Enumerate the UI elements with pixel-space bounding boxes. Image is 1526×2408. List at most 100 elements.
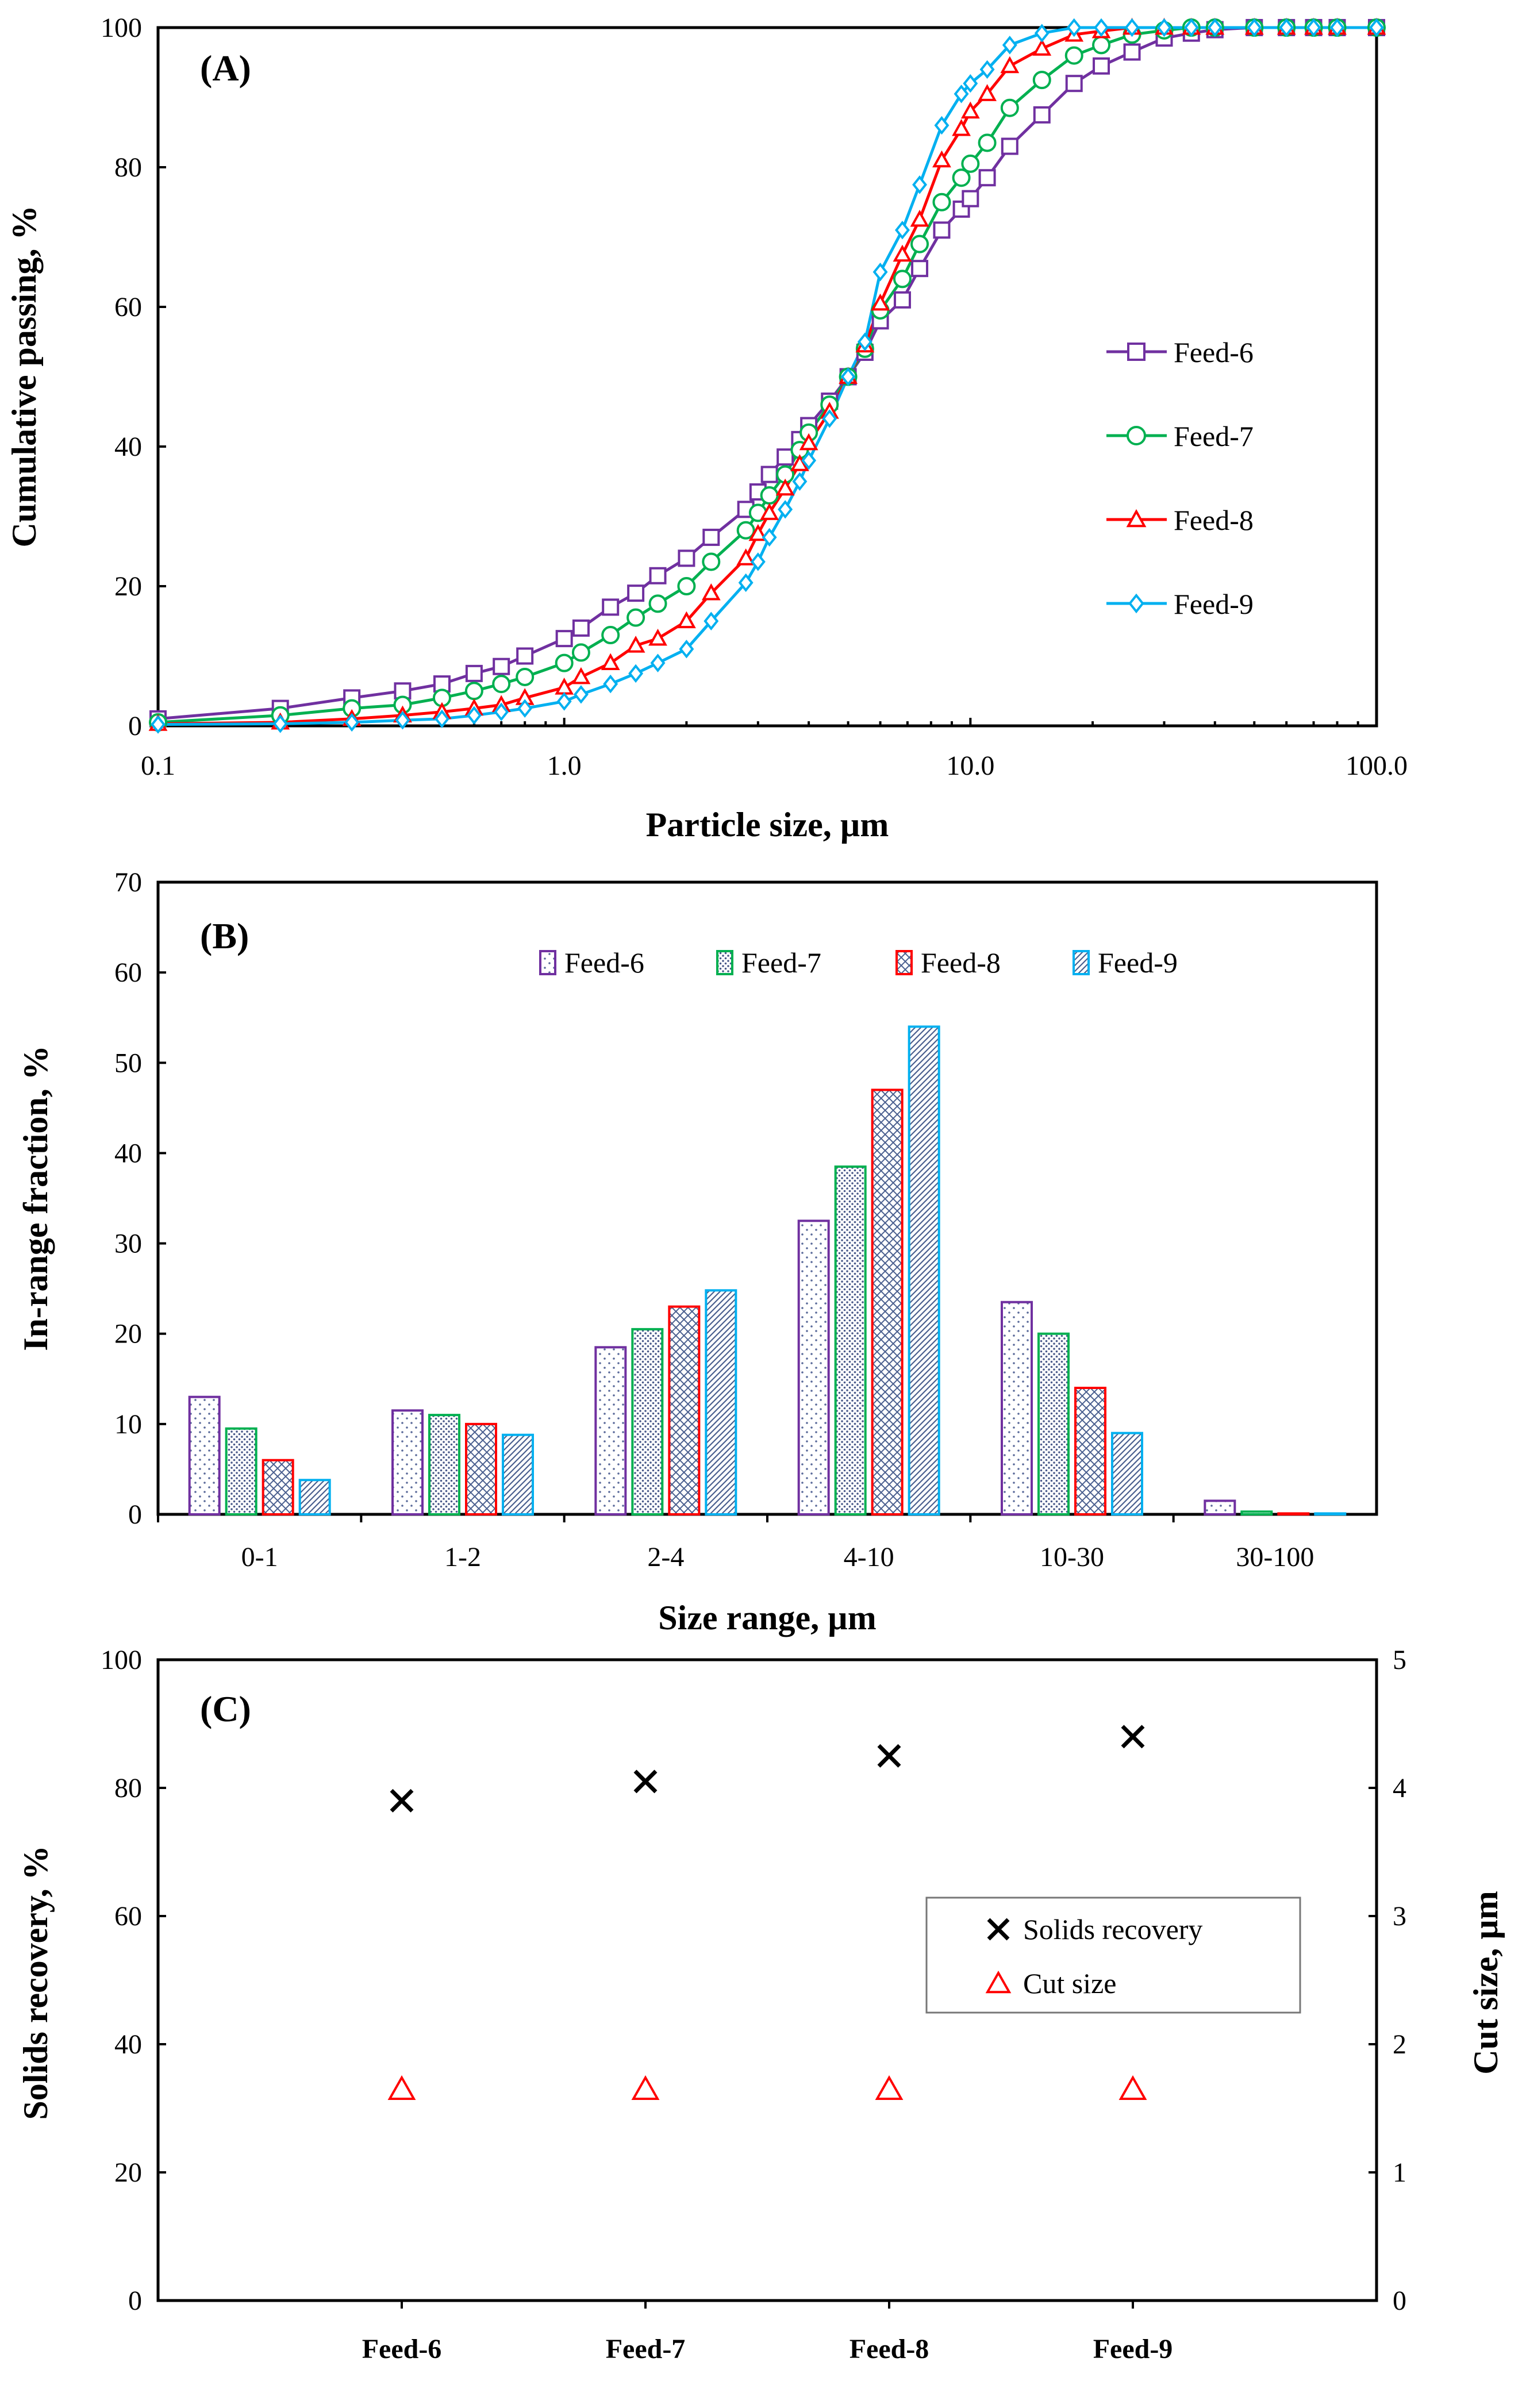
panel-a-point-feed-9 <box>151 715 166 734</box>
panel-c-y-tick-label: 40 <box>114 2029 142 2060</box>
panel-a-point-feed-8 <box>910 210 929 227</box>
panel-c-category-label: Feed-9 <box>1093 2334 1173 2364</box>
panel-a-point-feed-8 <box>978 84 997 101</box>
panel-b-bar-feed-7 <box>631 1328 664 1516</box>
panel-a-point-feed-8 <box>676 611 696 629</box>
panel-a-point-feed-6 <box>555 630 573 648</box>
panel-a-legend-label: Feed-8 <box>1174 504 1254 536</box>
panel-c-recovery-cut-size-chart: 0 20 40 60 80 100 0 1 2 3 4 5 Feed-6 Feed-7 Feed-8 Feed… <box>17 1645 1505 2364</box>
panel-a-point-feed-8 <box>648 629 667 646</box>
panel-a-y-tick-label: 20 <box>114 571 142 602</box>
panel-a-point-feed-9 <box>1066 18 1082 37</box>
panel-a-legend-label: Feed-6 <box>1174 336 1254 368</box>
panel-a-point-feed-9 <box>1034 24 1050 43</box>
panel-a-point-feed-6 <box>493 657 510 675</box>
panel-b-legend-label: Feed-7 <box>741 947 821 979</box>
panel-a-point-feed-9 <box>628 664 644 683</box>
panel-a-point-feed-6 <box>1065 75 1083 93</box>
panel-a-x-tick-label: 0.1 <box>141 751 175 781</box>
panel-b-y-tick-label: 60 <box>114 957 142 988</box>
panel-a-point-feed-7 <box>464 682 483 701</box>
panel-c-y2-tick-label: 2 <box>1393 2029 1406 2060</box>
panel-a-point-feed-9 <box>895 221 910 240</box>
panel-a-point-feed-9 <box>603 674 618 694</box>
panel-a-point-feed-8 <box>601 653 620 671</box>
panel-c-y2-tick-label: 4 <box>1393 1773 1406 1803</box>
panel-a-point-feed-8 <box>760 503 779 520</box>
panel-a-point-feed-9 <box>556 692 572 711</box>
panel-a-point-feed-9 <box>1124 18 1140 37</box>
panel-a-legend-marker-feed-6 <box>1127 343 1146 361</box>
panel-b-legend: Feed-6 Feed-7 Feed-8 Feed-9 <box>539 947 1178 979</box>
panel-b-category-label: 1-2 <box>444 1542 481 1572</box>
panel-a-point-feed-9 <box>395 711 410 730</box>
panel-c-legend: Solids recovery Cut size <box>925 1897 1301 2014</box>
panel-b-legend-swatch-feed-8 <box>895 950 913 975</box>
panel-b-y-tick-label: 40 <box>114 1138 142 1168</box>
panel-a-point-feed-7 <box>932 193 951 211</box>
panel-a-point-feed-9 <box>679 640 694 659</box>
panel-a-point-feed-9 <box>750 552 766 571</box>
panel-a-point-feed-8 <box>736 548 756 566</box>
panel-a-point-feed-7 <box>516 667 535 686</box>
panel-a-point-feed-6 <box>678 549 695 567</box>
panel-c-y-tick-label: 0 <box>128 2286 142 2316</box>
panel-a-point-feed-8 <box>775 478 795 496</box>
panel-a-point-feed-7 <box>1064 46 1083 65</box>
panel-a-point-feed-8 <box>932 150 951 168</box>
panel-a-point-feed-9 <box>801 451 817 470</box>
panel-a-point-feed-7 <box>1000 98 1019 117</box>
panel-c-legend-marker-cut-size <box>985 1970 1012 1994</box>
panel-a-point-feed-6 <box>760 466 778 483</box>
panel-a-point-feed-7 <box>760 486 779 505</box>
panel-a-point-feed-7 <box>648 594 667 613</box>
panel-c-point-solids-recovery <box>390 1788 414 1813</box>
panel-a-y-tick-label: 60 <box>114 292 142 322</box>
panel-a-point-feed-9 <box>954 84 969 103</box>
panel-a-point-feed-9 <box>573 685 589 704</box>
panel-c-y2-axis-label: Cut size, µm <box>1467 1891 1505 2075</box>
panel-a-point-feed-9 <box>738 573 754 593</box>
panel-c-plot-frame <box>156 1658 1378 2302</box>
panel-a-x-tick-label: 100.0 <box>1346 751 1408 781</box>
panel-a-point-feed-9 <box>1183 18 1199 37</box>
panel-a-point-feed-8 <box>748 524 768 541</box>
panel-a-point-feed-8 <box>790 454 809 471</box>
panel-b-legend-label: Feed-9 <box>1098 947 1178 979</box>
panel-a-point-feed-7 <box>893 270 912 289</box>
panel-b-legend-label: Feed-6 <box>564 947 644 979</box>
panel-a-point-feed-9 <box>792 472 808 491</box>
panel-a-point-feed-9 <box>822 409 837 428</box>
panel-b-category-label: 30-100 <box>1236 1542 1314 1572</box>
panel-a-point-feed-7 <box>910 234 929 253</box>
panel-a-point-feed-7 <box>978 133 997 152</box>
panel-a-point-feed-9 <box>1329 18 1345 37</box>
panel-a-x-tick-label: 1.0 <box>547 751 582 781</box>
panel-b-y-axis-label: In-range fraction, % <box>17 1045 55 1351</box>
panel-b-legend-label: Feed-8 <box>921 947 1001 979</box>
panel-b-bar-feed-8 <box>262 1459 294 1516</box>
panel-a-point-feed-9 <box>840 367 856 386</box>
panel-a-point-feed-8 <box>571 667 591 684</box>
panel-a-legend-marker-feed-7 <box>1127 426 1146 445</box>
panel-b-bar-feed-8 <box>668 1305 701 1516</box>
panel-b-bar-feed-8 <box>871 1088 904 1515</box>
panel-a-x-tick-label: 10.0 <box>946 751 994 781</box>
panel-a-point-feed-7 <box>555 653 574 672</box>
panel-a-point-feed-9 <box>979 60 995 79</box>
panel-a-x-axis-label: Particle size, µm <box>646 806 889 844</box>
panel-c-legend-marker-solids-recovery <box>987 1918 1010 1941</box>
panel-a-point-feed-6 <box>911 260 929 278</box>
panel-a-point-feed-8 <box>555 678 574 695</box>
panel-b-bar-feed-8 <box>465 1422 497 1516</box>
panel-b-bar-feed-7 <box>225 1427 257 1516</box>
panel-a-point-feed-8 <box>1032 39 1052 56</box>
panel-c-point-solids-recovery <box>877 1744 901 1768</box>
panel-a-plot-frame <box>156 26 1378 728</box>
panel-b-legend-swatch-feed-7 <box>716 950 733 975</box>
panel-a-point-feed-8 <box>799 433 818 451</box>
panel-b-y-tick-label: 10 <box>114 1409 142 1440</box>
panel-a-point-feed-6 <box>516 647 534 665</box>
panel-b-bar-feed-6 <box>594 1346 627 1515</box>
